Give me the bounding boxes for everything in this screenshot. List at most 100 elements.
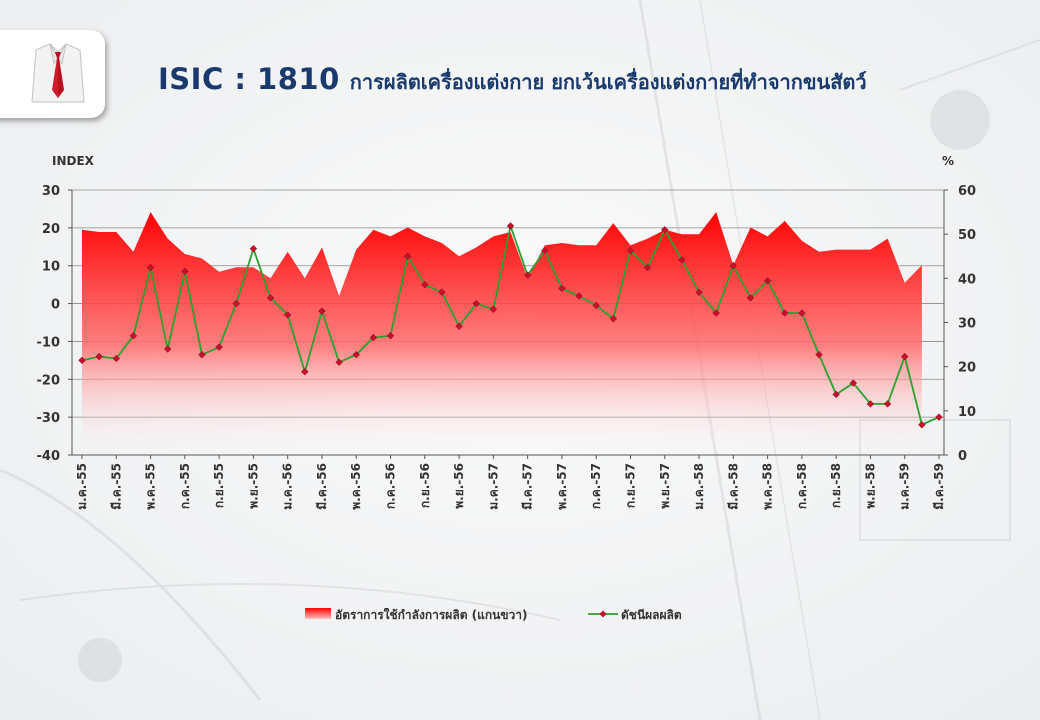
index-point [541, 246, 549, 255]
index-point [815, 350, 823, 359]
index-point [95, 352, 103, 361]
index-point [832, 390, 840, 399]
index-point [489, 305, 498, 314]
index-point [918, 420, 926, 429]
index-point [232, 299, 241, 308]
right-axis-label: % [942, 154, 954, 168]
x-tick-label: ก.ย.-56 [418, 463, 432, 508]
index-point [369, 333, 378, 342]
x-tick-label: พ.ย.-56 [452, 463, 466, 509]
x-tick-label: มี.ค.-55 [109, 463, 123, 510]
right-tick-label: 10 [958, 405, 976, 420]
index-point [215, 343, 223, 351]
index-point [421, 280, 429, 289]
index-point [866, 400, 875, 408]
index-point [146, 263, 155, 272]
index-point [198, 350, 206, 359]
x-tick-label: ม.ค.-59 [898, 463, 912, 510]
index-point [318, 307, 326, 315]
index-point [78, 356, 86, 365]
legend-item-index: ดัชนีผลผลิต [588, 608, 682, 622]
x-tick-label: ก.ค.-55 [178, 463, 192, 509]
index-point [301, 367, 309, 376]
x-tick-label: ก.ย.-55 [212, 463, 226, 508]
x-tick-label: ก.ย.-57 [623, 463, 637, 508]
x-tick-label: ม.ค.-58 [692, 463, 706, 510]
index-point [900, 352, 909, 361]
index-point [712, 309, 720, 317]
index-point [763, 277, 772, 285]
legend-item-capacity: อัตราการใช้กำลังการผลิต (แกนขวา) [305, 607, 528, 622]
index-point [335, 358, 343, 367]
x-tick-label: ม.ค.-57 [486, 463, 500, 510]
industry-name: การผลิตเครื่องแต่งกาย ยกเว้นเครื่องแต่งก… [349, 70, 867, 94]
legend-swatch-area [305, 608, 331, 619]
x-tick-label: ก.ค.-56 [384, 463, 398, 509]
x-tick-label: มี.ค.-59 [932, 463, 946, 510]
legend-label-capacity: อัตราการใช้กำลังการผลิต (แกนขวา) [335, 607, 528, 622]
left-tick-label: -20 [37, 373, 61, 388]
index-point [592, 301, 600, 310]
index-point [643, 263, 652, 272]
index-point [112, 354, 121, 363]
index-point [883, 400, 892, 408]
page-title: ISIC : 1810 การผลิตเครื่องแต่งกาย ยกเว้นเ… [158, 62, 867, 98]
right-tick-label: 60 [958, 184, 976, 199]
index-point [729, 261, 738, 270]
index-point [575, 292, 583, 300]
index-point [626, 246, 635, 255]
x-tick-label: มี.ค.-57 [521, 463, 535, 510]
right-tick-label: 50 [958, 228, 976, 243]
x-tick-label: ม.ค.-55 [75, 463, 89, 510]
isic-code: ISIC : 1810 [158, 62, 340, 96]
tick-labels: 30 20 10 0 -10 -20 -30 -40 60 50 40 30 20 10 0 INDEX % ม.… [37, 154, 977, 510]
x-tick-label: ก.ย.-58 [829, 463, 843, 508]
index-point [558, 284, 566, 293]
index-point [266, 294, 275, 302]
left-tick-label: 0 [51, 298, 60, 313]
x-tick-label: พ.ย.-57 [658, 463, 672, 509]
left-tick-label: 20 [42, 222, 60, 237]
x-tick-label: พ.ค.-58 [761, 463, 775, 510]
right-tick-label: 20 [958, 361, 976, 376]
index-point [746, 294, 755, 302]
x-tick-label: พ.ค.-57 [555, 463, 569, 510]
icon-card [0, 30, 105, 118]
index-point [249, 244, 258, 253]
legend: อัตราการใช้กำลังการผลิต (แกนขวา) ดัชนีผลผ… [305, 607, 682, 622]
index-point [455, 322, 463, 331]
index-point [386, 331, 395, 340]
axes [68, 189, 948, 459]
legend-label-index: ดัชนีผลผลิต [621, 608, 682, 622]
x-tick-label: พ.ค.-55 [144, 463, 158, 510]
index-point [506, 222, 515, 230]
index-point [283, 311, 292, 319]
index-point [780, 309, 789, 317]
index-point [403, 252, 412, 261]
right-tick-label: 0 [958, 449, 967, 464]
index-line-series [78, 222, 943, 429]
left-tick-label: 10 [42, 260, 60, 275]
index-point [181, 267, 189, 276]
x-tick-label: ก.ค.-57 [589, 463, 603, 509]
x-tick-label: ม.ค.-56 [281, 463, 295, 510]
x-tick-label: พ.ย.-58 [863, 463, 877, 509]
x-tick-label: มี.ค.-58 [726, 463, 740, 510]
left-tick-label: -40 [37, 449, 61, 464]
index-point [523, 271, 532, 279]
index-point [695, 288, 703, 296]
left-tick-label: -10 [37, 335, 61, 350]
x-tick-label: พ.ย.-55 [246, 463, 260, 509]
index-point [609, 314, 618, 323]
right-tick-label: 40 [958, 272, 976, 287]
capacity-area-series [82, 212, 922, 455]
index-point [798, 309, 806, 317]
index-point [438, 288, 446, 296]
shirt-tie-icon [31, 43, 85, 103]
legend-swatch-marker [599, 610, 607, 618]
index-point [352, 350, 360, 359]
x-tick-label: พ.ค.-56 [349, 463, 363, 510]
x-tick-label: มี.ค.-56 [315, 463, 329, 510]
index-point [849, 379, 858, 387]
